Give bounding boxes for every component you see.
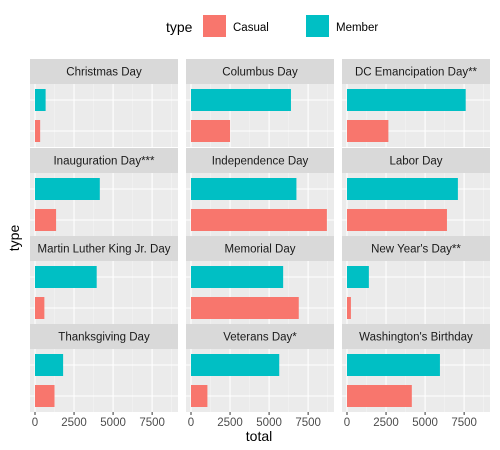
x-tick-label: 0 <box>188 417 194 429</box>
bar-casual-labor-day <box>347 209 447 231</box>
facet-title-veterans-day: Veterans Day* <box>223 332 297 344</box>
bar-member-independence-day <box>191 178 296 200</box>
x-tick-label: 7500 <box>139 417 165 429</box>
facet-title-inauguration-day: Inauguration Day*** <box>53 156 155 168</box>
bar-member-memorial-day <box>191 266 283 288</box>
legend-title: type <box>166 19 193 35</box>
x-tick-label: 5000 <box>412 417 438 429</box>
bar-casual-inauguration-day <box>35 209 56 231</box>
bar-casual-christmas-day <box>35 120 40 142</box>
facet-title-labor-day: Labor Day <box>389 156 442 168</box>
bar-member-washington-s-birthday <box>347 354 440 376</box>
bar-member-labor-day <box>347 178 458 200</box>
facet-title-washington-s-birthday: Washington's Birthday <box>359 332 473 344</box>
bar-member-veterans-day <box>191 354 279 376</box>
facet-title-christmas-day: Christmas Day <box>66 67 142 79</box>
legend-label-casual: Casual <box>233 22 269 34</box>
x-axis-title: total <box>246 428 272 444</box>
bar-casual-thanksgiving-day <box>35 385 55 407</box>
bar-casual-independence-day <box>191 209 327 231</box>
facet-title-martin-luther-king-jr-day: Martin Luther King Jr. Day <box>38 244 171 256</box>
facet-title-new-year-s-day: New Year's Day** <box>371 244 461 256</box>
bar-casual-memorial-day <box>191 297 299 319</box>
bar-casual-dc-emancipation-day <box>347 120 388 142</box>
bar-member-dc-emancipation-day <box>347 89 466 111</box>
bar-casual-washington-s-birthday <box>347 385 412 407</box>
x-tick-label: 2500 <box>61 417 87 429</box>
facet-title-memorial-day: Memorial Day <box>225 244 296 256</box>
y-axis-title: type <box>6 225 22 252</box>
legend-key-casual <box>203 15 226 37</box>
bar-casual-new-year-s-day <box>347 297 351 319</box>
x-tick-label: 5000 <box>100 417 126 429</box>
x-tick-label: 0 <box>344 417 350 429</box>
legend-key-member <box>306 15 329 37</box>
legend-label-member: Member <box>336 22 378 34</box>
x-tick-label: 0 <box>32 417 38 429</box>
x-tick-label: 2500 <box>217 417 243 429</box>
bar-member-martin-luther-king-jr-day <box>35 266 97 288</box>
bar-casual-columbus-day <box>191 120 230 142</box>
facet-title-dc-emancipation-day: DC Emancipation Day** <box>355 67 478 79</box>
x-tick-label: 7500 <box>295 417 321 429</box>
bar-member-columbus-day <box>191 89 291 111</box>
facet-title-thanksgiving-day: Thanksgiving Day <box>58 332 150 344</box>
facet-title-independence-day: Independence Day <box>212 156 309 168</box>
bar-member-inauguration-day <box>35 178 100 200</box>
bar-member-new-year-s-day <box>347 266 369 288</box>
x-tick-label: 2500 <box>373 417 399 429</box>
facet-title-columbus-day: Columbus Day <box>222 67 298 79</box>
bar-member-christmas-day <box>35 89 46 111</box>
bar-casual-veterans-day <box>191 385 207 407</box>
x-tick-label: 7500 <box>451 417 477 429</box>
bar-casual-martin-luther-king-jr-day <box>35 297 44 319</box>
bar-member-thanksgiving-day <box>35 354 63 376</box>
panel-background-christmas-day <box>30 84 178 147</box>
